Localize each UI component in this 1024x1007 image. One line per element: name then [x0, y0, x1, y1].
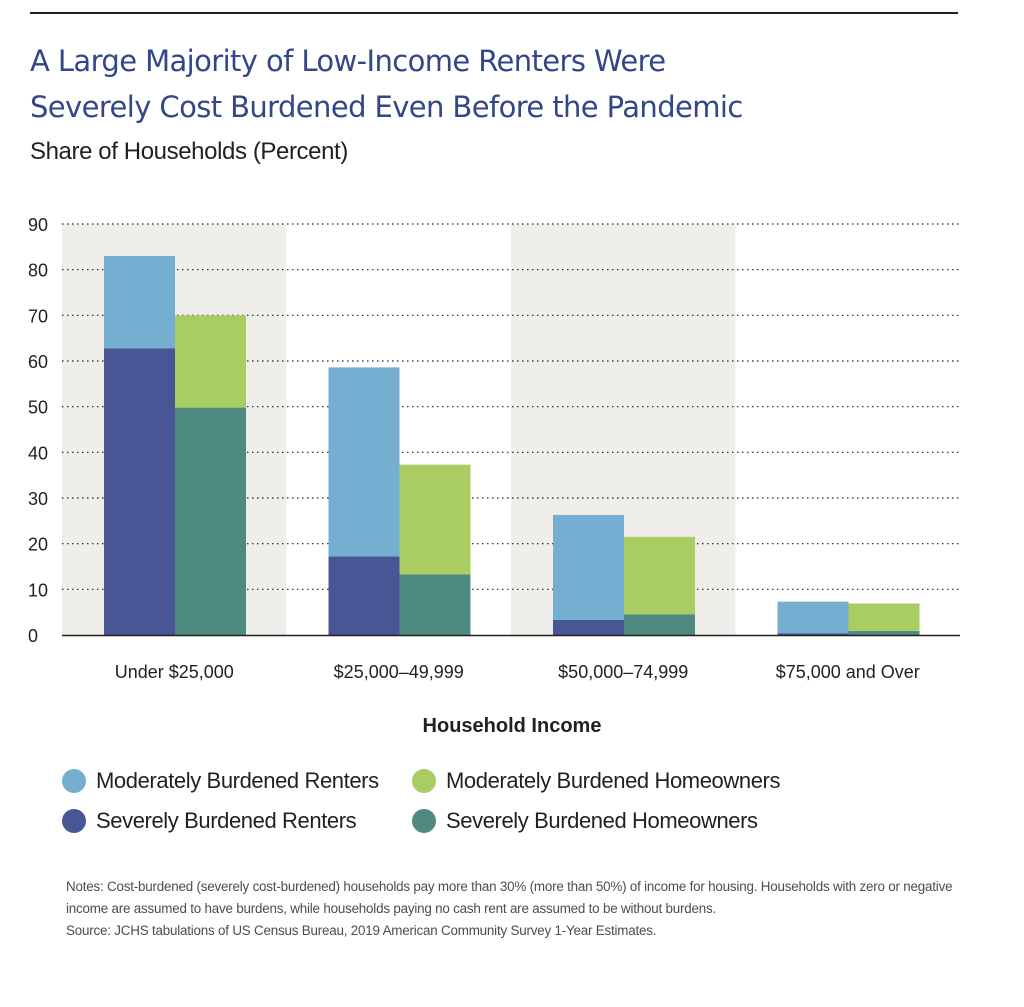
y-tick-label-80: 80 — [28, 261, 48, 281]
bar-severely-burdened-renters-50-000-74-999 — [553, 619, 624, 635]
y-tick-label-60: 60 — [28, 352, 48, 372]
legend-label-moderately-burdened-homeowners: Moderately Burdened Homeowners — [446, 768, 781, 793]
bar-moderately-burdened-renters-75-000-and-over — [777, 601, 849, 634]
bar-chart: 0 10 20 30 40 50 60 70 80 90 Under $25,000 $25,000–… — [28, 215, 960, 737]
bar-moderately-burdened-homeowners-75-000-and-over — [848, 603, 920, 631]
bar-severely-burdened-renters-25-000-49-999 — [328, 556, 400, 635]
chart-title-line-1: A Large Majority of Low-Income Renters W… — [30, 44, 666, 78]
legend-swatch-severely-burdened-homeowners — [412, 809, 436, 833]
chart-title-line-2: Severely Cost Burdened Even Before the P… — [30, 90, 743, 124]
bar-severely-burdened-renters-75-000-and-over — [777, 633, 849, 635]
bar-moderately-burdened-renters-50-000-74-999 — [553, 514, 624, 620]
notes-text: Notes: Cost-burdened (severely cost-burd… — [66, 879, 953, 916]
legend-item-moderately-burdened-renters: Moderately Burdened Renters — [62, 768, 379, 794]
x-tick-label-under-25-000: Under $25,000 — [115, 662, 234, 682]
legend-item-severely-burdened-homeowners: Severely Burdened Homeowners — [412, 808, 758, 834]
x-tick-label-50-000-74-999: $50,000–74,999 — [558, 662, 688, 682]
notes-block: Notes: Cost-burdened (severely cost-burd… — [66, 876, 966, 942]
x-tick-label-25-000-49-999: $25,000–49,999 — [334, 662, 464, 682]
bar-severely-burdened-homeowners-75-000-and-over — [848, 630, 920, 635]
bar-moderately-burdened-homeowners-25-000-49-999 — [399, 464, 471, 575]
bar-severely-burdened-renters-under-25-000 — [104, 348, 175, 635]
legend-swatch-moderately-burdened-renters — [62, 769, 86, 793]
source-text: Source: JCHS tabulations of US Census Bu… — [66, 923, 657, 938]
chart-subtitle: Share of Households (Percent) — [30, 138, 348, 165]
top-rule — [30, 12, 958, 14]
legend-item-severely-burdened-renters: Severely Burdened Renters — [62, 808, 357, 834]
bar-moderately-burdened-homeowners-50-000-74-999 — [624, 536, 695, 615]
y-tick-label-10: 10 — [28, 580, 48, 600]
y-tick-label-90: 90 — [28, 215, 48, 235]
chart-title: A Large Majority of Low-Income Renters W… — [30, 38, 990, 130]
y-tick-label-20: 20 — [28, 535, 48, 555]
bar-moderately-burdened-renters-25-000-49-999 — [328, 367, 400, 557]
legend-swatch-severely-burdened-renters — [62, 809, 86, 833]
y-tick-label-0: 0 — [28, 626, 38, 646]
bar-severely-burdened-homeowners-under-25-000 — [175, 407, 246, 635]
legend-label-severely-burdened-renters: Severely Burdened Renters — [96, 808, 357, 833]
bar-severely-burdened-homeowners-25-000-49-999 — [399, 574, 471, 635]
y-tick-label-30: 30 — [28, 489, 48, 509]
x-tick-label-75-000-and-over: $75,000 and Over — [776, 662, 920, 682]
legend-label-severely-burdened-homeowners: Severely Burdened Homeowners — [446, 808, 758, 833]
y-tick-label-40: 40 — [28, 443, 48, 463]
bar-moderately-burdened-homeowners-under-25-000 — [175, 315, 246, 408]
bar-severely-burdened-homeowners-50-000-74-999 — [624, 614, 695, 635]
legend-label-moderately-burdened-renters: Moderately Burdened Renters — [96, 768, 379, 793]
y-tick-label-70: 70 — [28, 306, 48, 326]
x-axis-title: Household Income — [423, 715, 602, 737]
legend-swatch-moderately-burdened-homeowners — [412, 769, 436, 793]
y-tick-label-50: 50 — [28, 398, 48, 418]
bar-moderately-burdened-renters-under-25-000 — [104, 255, 175, 349]
legend-item-moderately-burdened-homeowners: Moderately Burdened Homeowners — [412, 768, 780, 794]
